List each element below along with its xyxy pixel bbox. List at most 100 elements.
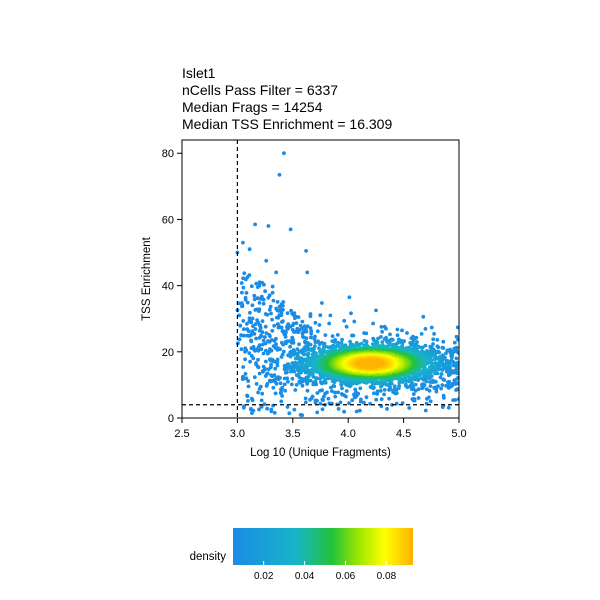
scatter-point bbox=[308, 314, 313, 319]
legend-tick-label: 0.04 bbox=[295, 571, 315, 582]
scatter-points bbox=[235, 151, 466, 418]
scatter-point bbox=[419, 345, 424, 350]
scatter-point bbox=[285, 376, 290, 381]
scatter-point bbox=[347, 295, 352, 300]
scatter-point bbox=[281, 349, 286, 354]
scatter-point bbox=[268, 334, 272, 339]
legend-ticks: 0.02 0.04 0.06 0.08 bbox=[254, 561, 397, 582]
scatter-point bbox=[439, 386, 443, 391]
scatter-point bbox=[300, 383, 305, 388]
legend-tick-label: 0.08 bbox=[377, 571, 397, 582]
scatter-point bbox=[252, 332, 257, 336]
scatter-point bbox=[421, 314, 426, 319]
scatter-point bbox=[251, 324, 255, 328]
scatter-point bbox=[243, 297, 248, 302]
scatter-point bbox=[265, 406, 269, 411]
scatter-point bbox=[395, 327, 400, 332]
scatter-point bbox=[263, 324, 268, 329]
scatter-point bbox=[313, 340, 318, 345]
scatter-point bbox=[424, 379, 429, 384]
scatter-point bbox=[421, 382, 426, 386]
scatter-point bbox=[275, 360, 280, 365]
scatter-point bbox=[435, 338, 440, 342]
scatter-point bbox=[278, 376, 282, 380]
scatter-point bbox=[260, 330, 265, 335]
scatter-point bbox=[239, 281, 244, 285]
scatter-point bbox=[274, 270, 279, 275]
scatter-point bbox=[313, 320, 318, 325]
scatter-point bbox=[353, 387, 358, 392]
scatter-point bbox=[257, 371, 262, 376]
scatter-point bbox=[263, 341, 268, 346]
scatter-point bbox=[348, 339, 352, 344]
scatter-point bbox=[400, 401, 405, 405]
scatter-point bbox=[269, 362, 273, 367]
scatter-point bbox=[462, 363, 466, 367]
scatter-point bbox=[333, 394, 338, 399]
scatter-point bbox=[302, 352, 306, 357]
scatter-point bbox=[255, 285, 260, 289]
scatter-point bbox=[264, 331, 269, 335]
scatter-point bbox=[400, 328, 404, 333]
scatter-point bbox=[357, 408, 362, 413]
scatter-point bbox=[374, 397, 379, 402]
scatter-point bbox=[265, 371, 270, 376]
scatter-point bbox=[301, 358, 306, 363]
scatter-point bbox=[289, 382, 294, 387]
scatter-point bbox=[260, 391, 265, 396]
scatter-point bbox=[262, 402, 267, 407]
scatter-point bbox=[266, 224, 271, 228]
scatter-point bbox=[313, 398, 318, 403]
scatter-point bbox=[303, 400, 308, 405]
scatter-point bbox=[358, 386, 363, 391]
scatter-point bbox=[240, 290, 244, 295]
scatter-point bbox=[440, 383, 445, 387]
legend-tick-label: 0.02 bbox=[254, 571, 274, 582]
scatter-point bbox=[287, 411, 292, 416]
scatter-point bbox=[245, 300, 250, 305]
scatter-point bbox=[342, 318, 347, 323]
scatter-point bbox=[320, 301, 324, 305]
scatter-point bbox=[244, 291, 249, 295]
scatter-point bbox=[308, 378, 313, 383]
scatter-point bbox=[288, 344, 292, 349]
y-tick-label: 80 bbox=[162, 148, 174, 160]
scatter-point bbox=[431, 342, 435, 346]
scatter-point bbox=[259, 347, 264, 352]
scatter-point bbox=[441, 393, 446, 398]
scatter-point bbox=[263, 366, 267, 371]
scatter-point bbox=[338, 400, 343, 405]
scatter-point bbox=[317, 323, 322, 327]
scatter-point bbox=[252, 293, 257, 298]
scatter-point bbox=[332, 340, 337, 344]
scatter-point bbox=[379, 397, 384, 401]
scatter-point bbox=[406, 374, 411, 379]
scatter-point bbox=[318, 313, 323, 318]
scatter-point bbox=[380, 340, 385, 344]
scatter-point bbox=[444, 369, 449, 374]
scatter-point bbox=[264, 359, 268, 364]
scatter-point bbox=[428, 384, 433, 388]
scatter-point bbox=[416, 387, 421, 392]
scatter-point bbox=[315, 391, 320, 395]
scatter-point bbox=[247, 247, 252, 252]
scatter-point bbox=[242, 404, 246, 409]
scatter-point bbox=[456, 337, 459, 342]
scatter-point bbox=[253, 308, 258, 312]
scatter-point bbox=[257, 407, 261, 412]
scatter-point bbox=[315, 329, 320, 334]
scatter-point bbox=[339, 392, 344, 396]
scatter-point bbox=[359, 341, 364, 346]
scatter-point bbox=[313, 379, 318, 384]
scatter-point bbox=[297, 375, 302, 380]
scatter-point bbox=[258, 384, 263, 389]
scatter-point bbox=[359, 397, 363, 402]
scatter-point bbox=[370, 342, 375, 346]
scatter-point bbox=[297, 342, 301, 347]
x-tick-label: 4.0 bbox=[341, 428, 356, 440]
x-tick-label: 4.5 bbox=[396, 428, 411, 440]
scatter-point bbox=[271, 298, 276, 303]
scatter-point bbox=[250, 329, 255, 334]
scatter-point bbox=[429, 325, 434, 330]
scatter-point bbox=[410, 397, 415, 401]
